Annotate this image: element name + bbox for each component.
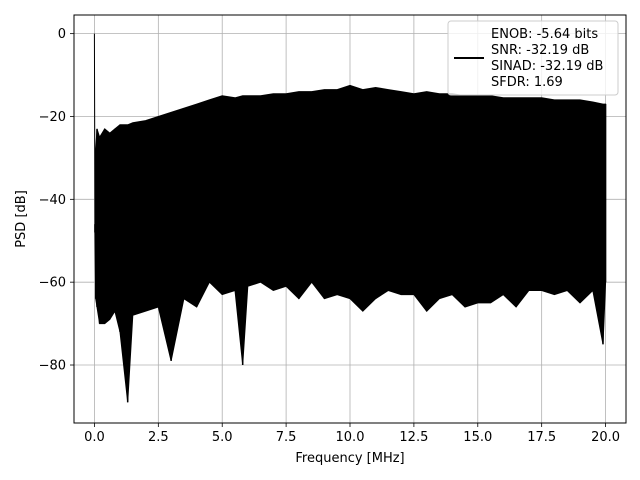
- y-tick-label: −60: [39, 276, 66, 291]
- y-tick-label: −20: [39, 110, 66, 125]
- x-tick-label: 2.5: [148, 430, 169, 445]
- x-axis: 0.0 2.5 5.0 7.5 10.0 12.5 15.0 17.5 20.0: [84, 423, 620, 445]
- plot-area: [93, 33, 607, 403]
- x-tick-label: 0.0: [84, 430, 105, 445]
- legend-snr: SNR: -32.19 dB: [491, 43, 589, 58]
- x-tick-label: 12.5: [399, 430, 428, 445]
- x-tick-label: 5.0: [212, 430, 233, 445]
- x-tick-label: 17.5: [527, 430, 556, 445]
- legend-sinad: SINAD: -32.19 dB: [491, 59, 603, 74]
- y-axis: 0 −20 −40 −60 −80: [39, 27, 74, 374]
- legend-sfdr: SFDR: 1.69: [491, 75, 563, 90]
- y-axis-label: PSD [dB]: [14, 190, 29, 248]
- x-axis-label: Frequency [MHz]: [295, 451, 404, 466]
- y-tick-label: −80: [39, 359, 66, 374]
- legend-box: [447, 20, 619, 96]
- y-tick-label: −40: [39, 193, 66, 208]
- y-tick-label: 0: [58, 27, 66, 42]
- x-tick-label: 20.0: [591, 430, 620, 445]
- x-tick-label: 15.0: [463, 430, 492, 445]
- legend: ENOB: -5.64 bits SNR: -32.19 dB SINAD: -…: [447, 20, 619, 96]
- x-tick-label: 7.5: [276, 430, 297, 445]
- x-tick-label: 10.0: [336, 430, 365, 445]
- legend-enob: ENOB: -5.64 bits: [491, 27, 598, 42]
